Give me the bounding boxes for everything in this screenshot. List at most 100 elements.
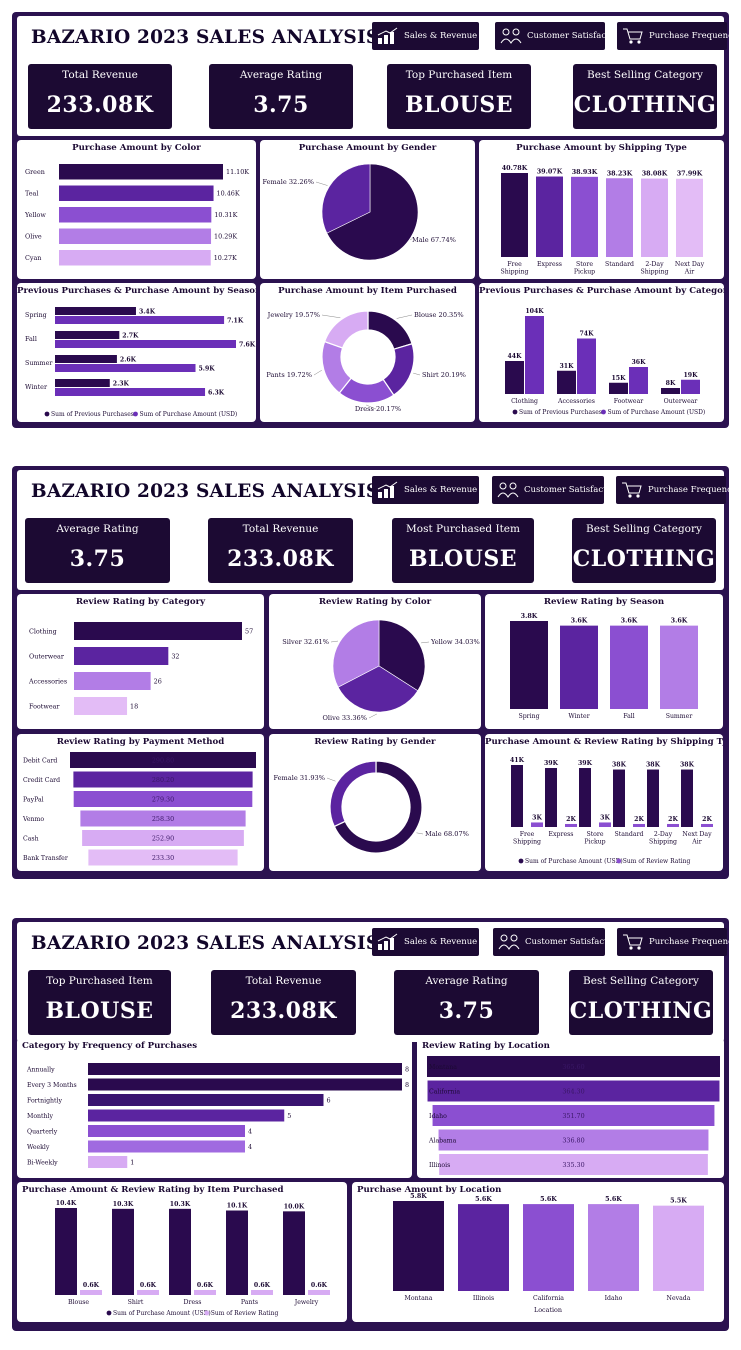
kpi-label: Total Revenue — [62, 69, 138, 81]
data-label: 41K — [510, 757, 525, 764]
category-label: Spring — [25, 311, 47, 319]
bar — [545, 768, 557, 827]
bar — [661, 388, 680, 394]
bar — [88, 1156, 128, 1168]
bar — [55, 307, 136, 315]
leader-line — [315, 181, 328, 186]
kpi-label: Best Selling Category — [586, 523, 702, 535]
data-label: 2.6K — [120, 357, 137, 364]
bar — [647, 769, 659, 827]
data-label: 10.0K — [284, 1203, 305, 1210]
legend-marker — [616, 858, 622, 864]
kpi-label: Average Rating — [425, 975, 508, 987]
data-label: 335.30 — [562, 1161, 584, 1169]
bar — [59, 164, 223, 180]
nav-purchase-frequency-button[interactable]: Purchase Frequency — [617, 22, 738, 50]
nav-customer-satisfaction-button[interactable]: Customer Satisfaction — [493, 928, 621, 956]
category-label: Store — [586, 831, 603, 838]
slice-label: Pants 19.72% — [266, 371, 312, 379]
category-label: Annually — [26, 1066, 55, 1073]
bar — [579, 768, 591, 827]
bar — [70, 752, 256, 768]
kpi-card: Total Revenue 233.08K — [28, 64, 172, 129]
nav-label: Purchase Frequency — [649, 937, 738, 947]
data-label: 5.6K — [475, 1195, 492, 1203]
leader-line — [313, 369, 322, 376]
nav-label: Customer Satisfaction — [525, 937, 621, 947]
category-label: Green — [25, 168, 45, 176]
bar — [308, 1289, 330, 1295]
kpi-card: Average Rating 3.75 — [394, 970, 539, 1035]
data-label: 18 — [130, 702, 138, 710]
bar — [641, 178, 668, 257]
data-label: 8 — [405, 1065, 409, 1073]
chart-title: Previous Purchases & Purchase Amount by … — [17, 286, 256, 296]
data-label: 39.07K — [537, 168, 563, 176]
category-label: Bi-Weekly — [27, 1159, 58, 1166]
data-label: 364.30 — [562, 1087, 584, 1095]
nav-sales-revenue-button[interactable]: Sales & Revenue — [372, 476, 479, 504]
category-label: Cyan — [25, 254, 41, 262]
data-label: 37.99K — [677, 170, 703, 178]
bar — [629, 367, 648, 394]
kpi-card: Best Selling Category CLOTHING — [572, 518, 716, 583]
category-label: Teal — [25, 190, 38, 198]
chart-title: Purchase Amount by Location — [357, 1185, 502, 1195]
leader-line — [409, 238, 413, 241]
data-label: 36K — [632, 359, 647, 366]
bar — [458, 1204, 509, 1291]
bar — [283, 1211, 305, 1295]
bar — [74, 672, 151, 690]
nav-sales-revenue-button[interactable]: Sales & Revenue — [372, 22, 479, 50]
nav-label: Sales & Revenue — [404, 485, 478, 495]
data-label: 6.3K — [208, 390, 225, 397]
legend-label: Sum of Purchase Amount (USD) — [140, 411, 238, 418]
data-label: 10.31K — [214, 211, 237, 219]
bar — [565, 823, 577, 827]
nav-sales-revenue-button[interactable]: Sales & Revenue — [372, 928, 479, 956]
category-label: Next Day — [682, 831, 712, 838]
data-label: 104K — [525, 308, 544, 315]
category-label: Standard — [605, 261, 634, 268]
rating-by-season-chart: 3.8K Spring 3.6K Winter 3.6K Fall 3.6K Summer — [510, 612, 698, 720]
category-label: Spring — [518, 713, 539, 720]
category-label: Outerwear — [29, 652, 65, 660]
category-label: Monthly — [27, 1113, 53, 1120]
chart-panel: Purchase Amount by Gender Male 67.74% Fema… — [260, 140, 475, 279]
kpi-card: Average Rating 3.75 — [25, 518, 170, 583]
nav-label: Purchase Frequency — [648, 485, 737, 495]
rating-by-category-chart: Clothing 57 Outerwear 32 Accessories 26 Footwe… — [28, 622, 253, 715]
kpi-value: CLOTHING — [572, 546, 716, 572]
category-label: Jewelry — [294, 1299, 319, 1306]
nav-purchase-frequency-button[interactable]: Purchase Frequency — [616, 476, 737, 504]
bar — [660, 625, 698, 709]
bar — [59, 185, 214, 201]
data-label: 5.6K — [605, 1195, 622, 1203]
category-label: Credit Card — [23, 777, 60, 784]
bar — [557, 370, 576, 394]
kpi-label: Top Purchased Item — [46, 975, 153, 987]
category-label: Shirt — [128, 1299, 144, 1306]
bar — [588, 1204, 639, 1291]
data-label: 10.1K — [227, 1203, 248, 1210]
bar — [74, 647, 169, 665]
bar — [393, 1201, 444, 1291]
data-label: 10.29K — [214, 233, 237, 241]
category-label: Venmo — [22, 816, 44, 823]
data-label: 39K — [544, 760, 559, 767]
nav-purchase-frequency-button[interactable]: Purchase Frequency — [617, 928, 738, 956]
bar — [55, 1208, 77, 1295]
bar — [501, 173, 528, 257]
kpi-value: 3.75 — [438, 998, 495, 1024]
nav-customer-satisfaction-button[interactable]: Customer Satisfaction — [492, 476, 620, 504]
dashboard-header: BAZARIO 2023 SALES ANALYSIS Sales & Reve… — [17, 16, 738, 68]
legend-marker — [133, 411, 138, 417]
data-label: 10.4K — [56, 1200, 77, 1207]
pie-slice — [337, 665, 419, 713]
data-label: 290.80 — [152, 756, 174, 764]
purchase-by-color-chart: Green 11.10K Teal 10.46K Yellow 10.31K Olive 10… — [24, 164, 249, 266]
chart-title: Purchase Amount & Review Rating by Item … — [22, 1185, 284, 1195]
bar — [531, 822, 543, 827]
nav-customer-satisfaction-button[interactable]: Customer Satisfaction — [495, 22, 623, 50]
data-label: 279.30 — [152, 795, 174, 803]
